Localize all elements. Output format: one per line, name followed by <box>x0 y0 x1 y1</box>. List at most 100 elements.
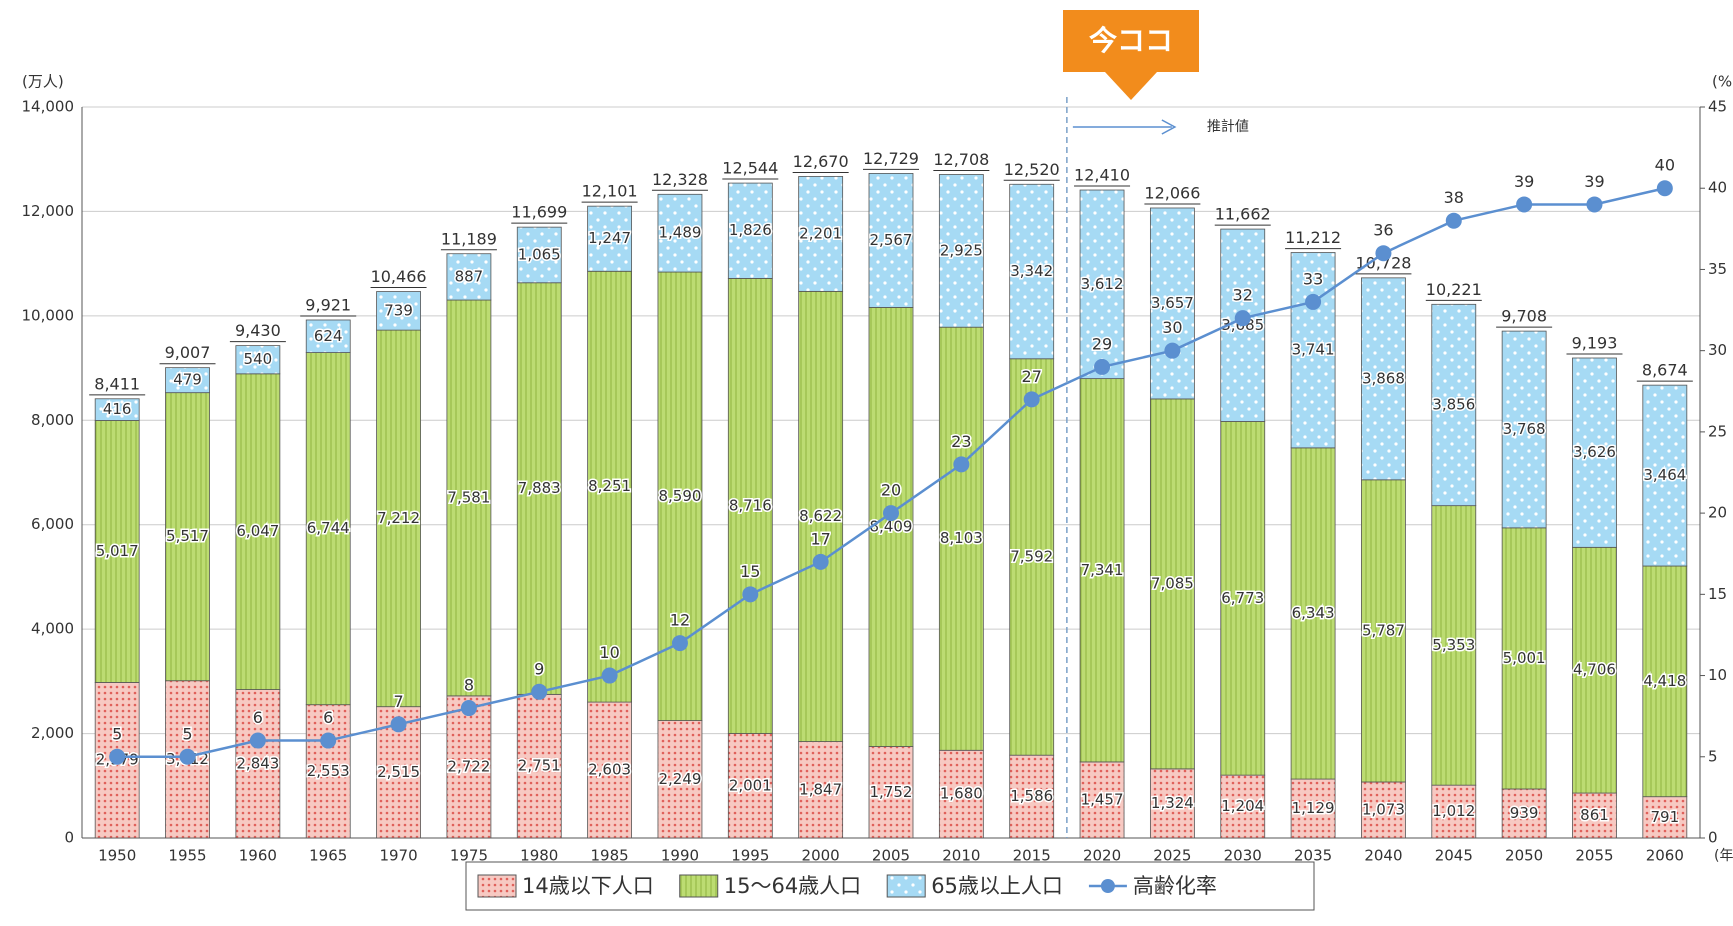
line-label: 5 <box>182 724 192 743</box>
legend-label: 65歳以上人口 <box>931 874 1063 898</box>
bar-segment <box>798 290 844 742</box>
total-label: 12,670 <box>793 152 849 171</box>
x-tick-label: 2050 <box>1505 847 1543 865</box>
x-tick-label: 2010 <box>942 847 980 865</box>
segment-label: 8,103 <box>940 529 983 547</box>
total-label: 11,662 <box>1215 205 1271 224</box>
bar-segment <box>1431 505 1477 786</box>
segment-label: 8,251 <box>588 477 631 495</box>
bar-segment <box>1290 447 1336 780</box>
total-label: 8,674 <box>1642 361 1688 380</box>
x-tick-label: 1995 <box>731 847 769 865</box>
bar-segment <box>1361 479 1406 783</box>
segment-label: 1,826 <box>729 221 772 239</box>
y2-tick-label: 30 <box>1708 341 1727 359</box>
bar-segment <box>235 373 281 690</box>
projection-label: 推計値 <box>1207 119 1249 135</box>
y2-tick-label: 20 <box>1708 504 1727 522</box>
line-point <box>109 748 126 765</box>
y2-tick-label: 25 <box>1708 422 1727 440</box>
line-label: 17 <box>810 529 830 548</box>
bar-segment <box>1149 398 1195 770</box>
segment-label: 1,247 <box>588 229 631 247</box>
y-tick-label: 0 <box>64 829 74 847</box>
segment-label: 8,716 <box>729 496 772 514</box>
bar-segment <box>165 367 210 394</box>
bar-segment <box>798 176 844 292</box>
segment-label: 1,457 <box>1081 790 1124 808</box>
line-point <box>1445 212 1462 229</box>
segment-label: 1,847 <box>799 780 842 798</box>
bar-segment <box>1642 565 1688 798</box>
line-point <box>601 667 618 684</box>
segment-label: 4,706 <box>1573 661 1616 679</box>
x-tick-label: 2025 <box>1153 847 1191 865</box>
segment-label: 2,553 <box>307 762 350 780</box>
y-tick-label: 14,000 <box>22 98 75 116</box>
segment-label: 5,017 <box>96 542 139 560</box>
line-label: 15 <box>740 562 760 581</box>
segment-label: 739 <box>384 301 413 319</box>
x-tick-label: 1980 <box>520 847 558 865</box>
y-unit: (万人) <box>22 73 64 91</box>
segment-label: 5,353 <box>1432 636 1475 654</box>
bar-segment <box>727 278 773 734</box>
segment-label: 5,787 <box>1362 621 1405 639</box>
bar-segment <box>165 392 210 682</box>
line-label: 38 <box>1444 188 1464 207</box>
bar-segment <box>516 693 562 839</box>
line-point <box>883 505 899 522</box>
line-label: 39 <box>1514 172 1534 191</box>
segment-label: 1,065 <box>518 245 561 263</box>
bar-segment <box>1572 357 1617 548</box>
segment-label: 1,012 <box>1432 802 1475 820</box>
segment-label: 1,752 <box>870 783 913 801</box>
total-label: 11,189 <box>441 229 497 248</box>
line-label: 23 <box>951 432 971 451</box>
bar-segment <box>446 299 492 697</box>
segment-label: 7,085 <box>1151 574 1194 592</box>
segment-label: 7,212 <box>377 509 420 527</box>
bar-segment <box>657 193 703 273</box>
bar-segment <box>727 733 773 839</box>
legend-label: 14歳以下人口 <box>522 874 654 898</box>
segment-label: 2,603 <box>588 761 631 779</box>
y2-tick-label: 0 <box>1708 829 1718 847</box>
y-tick-label: 10,000 <box>22 306 75 324</box>
y-tick-label: 12,000 <box>22 202 75 220</box>
segment-label: 8,622 <box>799 507 842 525</box>
segment-label: 479 <box>173 371 202 389</box>
line-label: 5 <box>112 724 122 743</box>
bar-segment <box>1501 788 1547 839</box>
total-label: 11,212 <box>1285 228 1341 247</box>
bar-segment <box>587 270 633 703</box>
total-label: 9,430 <box>235 321 281 340</box>
total-label: 12,328 <box>652 170 708 189</box>
line-point <box>812 553 829 570</box>
total-label: 9,007 <box>165 343 211 362</box>
bar-segment <box>376 291 421 331</box>
x-tick-label: 2005 <box>872 847 910 865</box>
line-point <box>531 683 548 700</box>
bar-segment <box>868 173 914 308</box>
x-unit: (年) <box>1714 848 1733 864</box>
bar-segment <box>305 704 351 839</box>
legend-label: 高齢化率 <box>1133 874 1217 898</box>
x-tick-label: 1990 <box>661 847 699 865</box>
segment-label: 2,515 <box>377 763 420 781</box>
bar-segment <box>727 182 773 279</box>
x-tick-label: 2020 <box>1083 847 1121 865</box>
line-label: 7 <box>393 692 403 711</box>
bar-segment <box>587 701 633 839</box>
line-point <box>953 456 970 473</box>
line-label: 29 <box>1092 334 1112 353</box>
line-point <box>390 716 407 733</box>
bar-segment <box>1642 384 1688 567</box>
line-label: 8 <box>464 676 474 695</box>
x-tick-label: 1970 <box>379 847 417 865</box>
bar-segment <box>305 319 351 353</box>
line-point <box>1023 391 1040 408</box>
segment-label: 2,249 <box>658 770 701 788</box>
bar-segment <box>376 329 421 708</box>
